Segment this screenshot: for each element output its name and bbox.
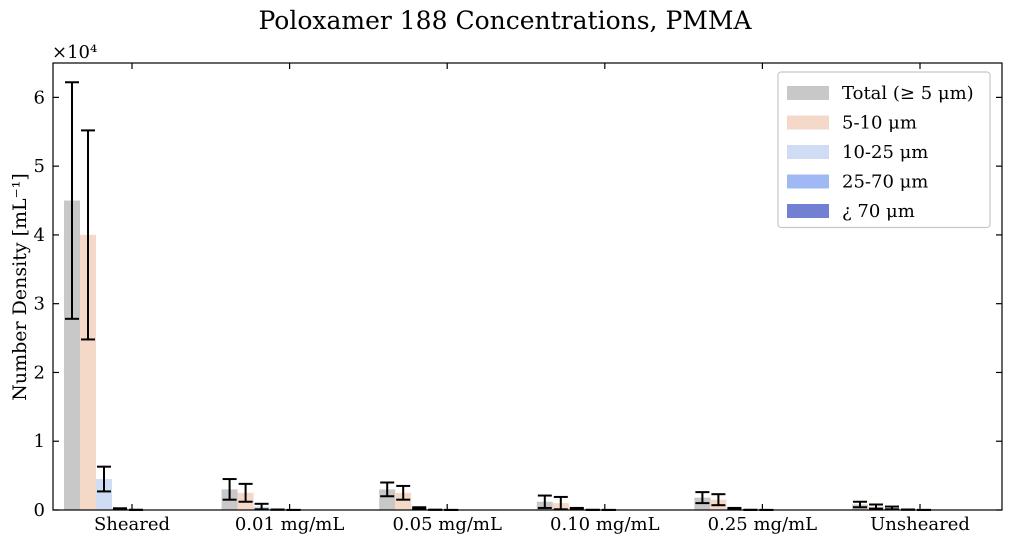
bar [395,492,412,510]
legend-swatch [787,145,829,159]
bar [64,200,80,511]
y-axis-label: Number Density [mL⁻¹] [9,173,31,400]
x-tick-label: Sheared [94,514,170,535]
error-bar [537,494,552,509]
legend-swatch [787,86,829,100]
legend-label: 5-10 μm [842,113,917,134]
legend-swatch [787,204,829,218]
legend-swatch [787,115,829,130]
legend-box [777,71,991,229]
legend-label: Total (≥ 5 μm) [842,83,974,104]
legend: Total (≥ 5 μm) 5-10 μm 10-25 μm 25-70 μm ¿ 7… [777,71,991,229]
x-tick-label: 0.10 mg/mL [550,514,660,535]
plot-frame [52,62,1003,511]
plot-area: 0 1 2 3 4 5 6 Sheared 0.01 mg/mL 0.05 mg/mL 0.10 m… [34,62,1003,535]
x-tick-label: 0.01 mg/mL [235,514,345,535]
x-tick-label: Unsheared [870,514,970,535]
x-tick-label: 0.05 mg/mL [392,514,502,535]
chart-title: Poloxamer 188 Concentrations, PMMA [258,6,752,35]
bar [80,234,96,510]
error-bar [254,502,269,511]
legend-swatch [787,174,829,189]
y-tick-label: 2 [34,362,45,383]
error-bar [412,506,427,510]
error-bar [711,493,726,507]
error-bar [885,505,899,511]
error-bar [222,478,237,501]
y-tick-label: 0 [34,500,45,521]
y-axis-multiplier: ×10⁴ [52,42,97,63]
error-bar [396,484,411,501]
error-bar [238,482,253,503]
error-bar [727,506,742,511]
error-bar [97,465,111,493]
error-bar [569,506,584,511]
bar [379,489,396,510]
legend-label: ¿ 70 μm [842,201,915,222]
y-tick-label: 5 [34,156,45,177]
error-bar [65,81,79,320]
legend-label: 10-25 μm [842,142,928,163]
error-bar [553,495,568,511]
error-bar [695,491,710,505]
error-bar [380,481,395,498]
error-bar [81,129,95,341]
y-tick-label: 6 [34,87,45,108]
error-bar [113,507,127,510]
bar [96,479,112,510]
error-bar [869,503,883,510]
y-tick-label: 4 [34,225,45,246]
y-tick-label: 3 [34,294,45,315]
y-tick-label: 1 [34,431,45,452]
x-tick-label: 0.25 mg/mL [708,514,818,535]
legend-label: 25-70 μm [842,172,928,193]
error-bar [853,500,867,509]
